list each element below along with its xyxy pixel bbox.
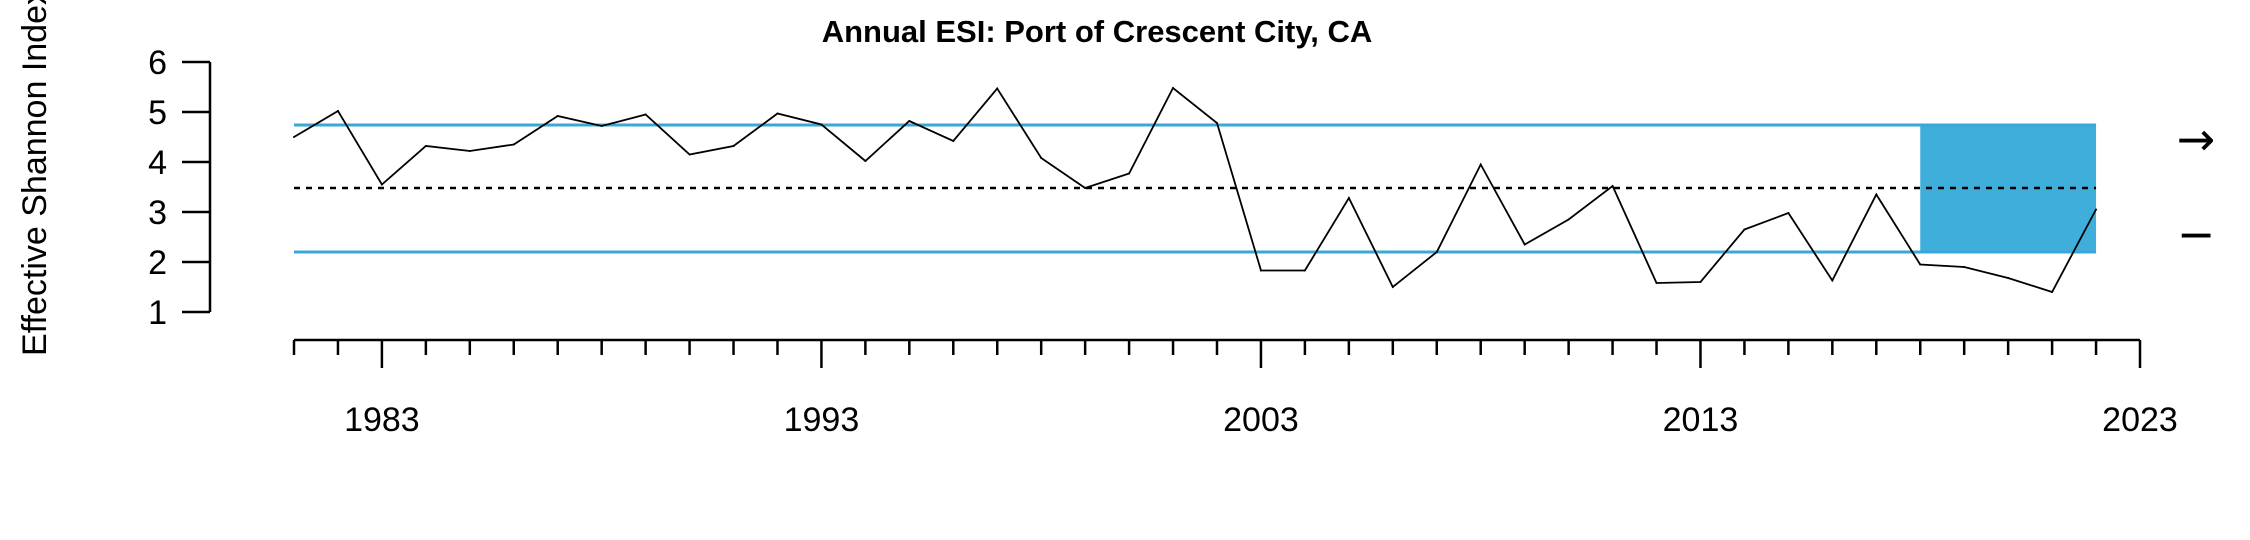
data-point [1655, 282, 1658, 284]
data-point [1303, 269, 1306, 272]
data-point [996, 87, 999, 90]
data-point [1523, 243, 1526, 246]
data-point [1040, 157, 1043, 159]
data-point [776, 112, 779, 115]
recent-years-highlight [1920, 125, 2097, 252]
data-point [732, 145, 735, 147]
data-point [1963, 266, 1966, 268]
data-point [2095, 208, 2098, 211]
data-point [1435, 251, 1438, 253]
data-point [1699, 281, 1702, 283]
data-point [864, 160, 867, 162]
data-point [1128, 172, 1131, 175]
y-tick-label: 5 [148, 94, 167, 132]
x-tick-label: 2023 [2102, 401, 2178, 439]
esi-series-line [293, 86, 2097, 294]
data-point [1172, 87, 1175, 89]
data-point [600, 125, 603, 127]
data-point [2007, 277, 2010, 279]
data-point [468, 150, 471, 152]
data-point [424, 145, 427, 147]
y-tick-label: 6 [148, 44, 167, 82]
data-point [1787, 212, 1790, 214]
data-point [1391, 286, 1394, 288]
data-point [512, 143, 515, 146]
data-point [1216, 122, 1218, 124]
data-point [1347, 197, 1350, 199]
data-point [688, 153, 691, 156]
y-tick-label: 3 [148, 194, 167, 232]
x-tick-label: 1983 [344, 401, 420, 439]
data-point [644, 113, 647, 116]
mean-trend-arrow-icon: → [2177, 112, 2216, 166]
data-point [1743, 228, 1746, 231]
data-point [1611, 185, 1614, 187]
data-point [1259, 269, 1262, 272]
data-point [908, 120, 911, 122]
x-tick-label: 1993 [784, 401, 860, 439]
data-point [1919, 263, 1922, 266]
data-point [1084, 187, 1087, 189]
y-axis-label: Effective Shannon Index [16, 0, 54, 356]
data-point [952, 140, 955, 142]
x-tick-label: 2003 [1223, 401, 1299, 439]
data-point [380, 183, 383, 186]
data-point [1479, 163, 1482, 166]
recent-mean-dash-icon: − [2177, 207, 2216, 261]
data-point [2051, 291, 2054, 293]
data-point [556, 115, 559, 117]
data-point [820, 123, 823, 126]
y-tick-label: 2 [148, 244, 167, 282]
y-tick-label: 4 [148, 144, 167, 182]
data-point [336, 110, 339, 112]
data-point [1567, 218, 1570, 221]
data-point [1831, 279, 1834, 282]
data-point [293, 136, 295, 138]
y-tick-label: 1 [148, 294, 167, 332]
x-tick-label: 2013 [1663, 401, 1739, 439]
data-point [1875, 193, 1878, 196]
chart-title: Annual ESI: Port of Crescent City, CA [822, 14, 1373, 49]
